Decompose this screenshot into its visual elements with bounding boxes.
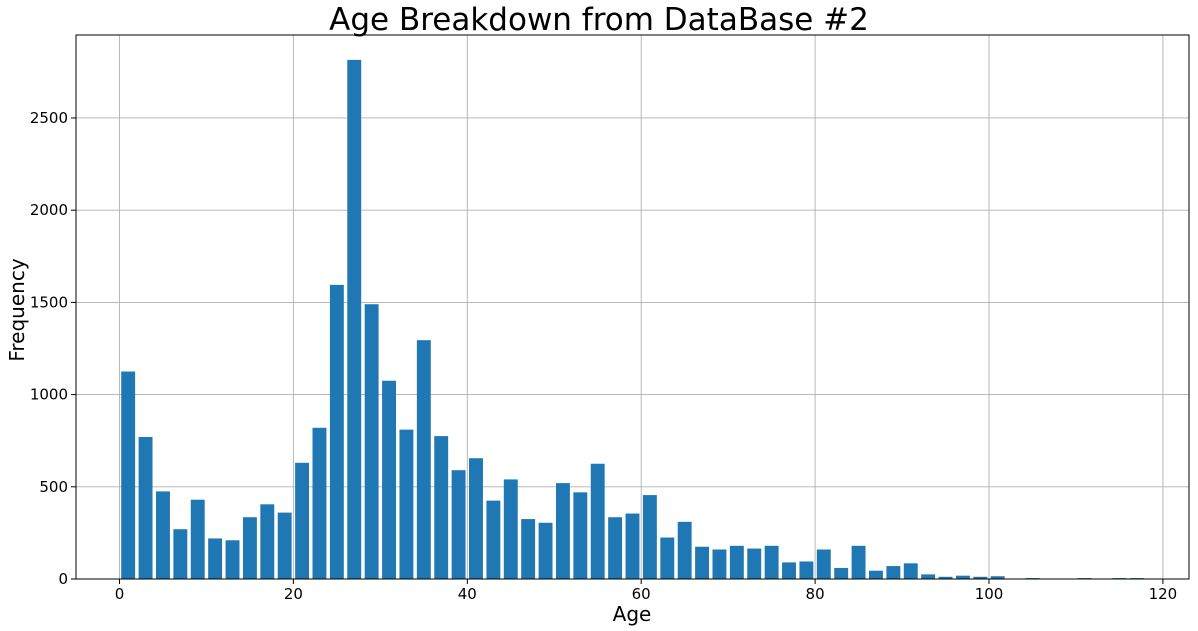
bar — [695, 546, 710, 579]
bar — [816, 549, 831, 579]
bar — [921, 574, 936, 579]
bar — [225, 540, 240, 579]
bar — [451, 470, 466, 579]
y-axis-label: Frequency — [5, 258, 29, 361]
plot-frame — [75, 34, 1190, 580]
bar — [747, 548, 762, 579]
grid — [76, 35, 1189, 580]
bar — [121, 371, 136, 579]
bar — [764, 545, 779, 579]
y-tick-label: 1500 — [30, 293, 68, 311]
bar — [347, 59, 362, 579]
x-axis-label: Age — [613, 602, 652, 626]
y-tick-label: 0 — [58, 570, 68, 588]
bar — [903, 563, 918, 579]
bar — [555, 483, 570, 579]
bar — [642, 495, 657, 579]
bar — [712, 549, 727, 579]
x-tick-label: 20 — [284, 585, 303, 603]
y-axis: 0 500 1000 1500 2000 2500 — [30, 109, 76, 588]
bar — [469, 458, 483, 579]
bar — [955, 575, 970, 579]
bar — [677, 521, 692, 579]
bar — [625, 513, 640, 579]
bar — [503, 479, 518, 579]
bar — [260, 504, 275, 579]
bar — [156, 491, 170, 579]
y-tick-label: 2500 — [30, 109, 68, 127]
x-tick-label: 40 — [458, 585, 477, 603]
x-tick-label: 60 — [632, 585, 651, 603]
x-tick-label: 120 — [1149, 585, 1178, 603]
bar — [782, 562, 796, 579]
bar — [538, 522, 553, 579]
x-tick-label: 0 — [115, 585, 125, 603]
bar — [173, 529, 188, 579]
bar — [834, 567, 849, 579]
bar — [573, 492, 588, 579]
bar — [799, 561, 814, 579]
bar — [242, 517, 257, 579]
x-tick-label: 100 — [975, 585, 1004, 603]
bar — [312, 427, 327, 579]
bar — [295, 462, 310, 579]
chart-title: Age Breakdown from DataBase #2 — [329, 2, 869, 38]
bar — [590, 463, 605, 579]
y-tick-label: 1000 — [30, 386, 68, 404]
bar — [729, 545, 744, 579]
bar — [382, 380, 396, 579]
bar — [329, 284, 344, 579]
x-tick-label: 80 — [806, 585, 825, 603]
y-tick-label: 2000 — [30, 201, 68, 219]
x-axis: 0 20 40 60 80 100 120 — [115, 579, 1178, 603]
bar — [938, 576, 953, 579]
bar — [886, 566, 901, 579]
bar — [416, 340, 431, 579]
bar — [973, 576, 988, 579]
bar — [486, 500, 501, 579]
bar — [277, 512, 292, 579]
bar — [434, 436, 449, 579]
bar — [521, 519, 536, 579]
bar — [990, 576, 1005, 579]
bar — [208, 538, 223, 579]
bar — [851, 545, 866, 579]
bar — [660, 537, 675, 579]
bar — [364, 304, 379, 579]
bar — [190, 499, 205, 579]
bar — [138, 437, 153, 579]
bar — [399, 429, 414, 579]
bar — [869, 570, 883, 579]
bars — [121, 59, 1144, 579]
bar — [608, 517, 623, 579]
y-tick-label: 500 — [39, 478, 68, 496]
